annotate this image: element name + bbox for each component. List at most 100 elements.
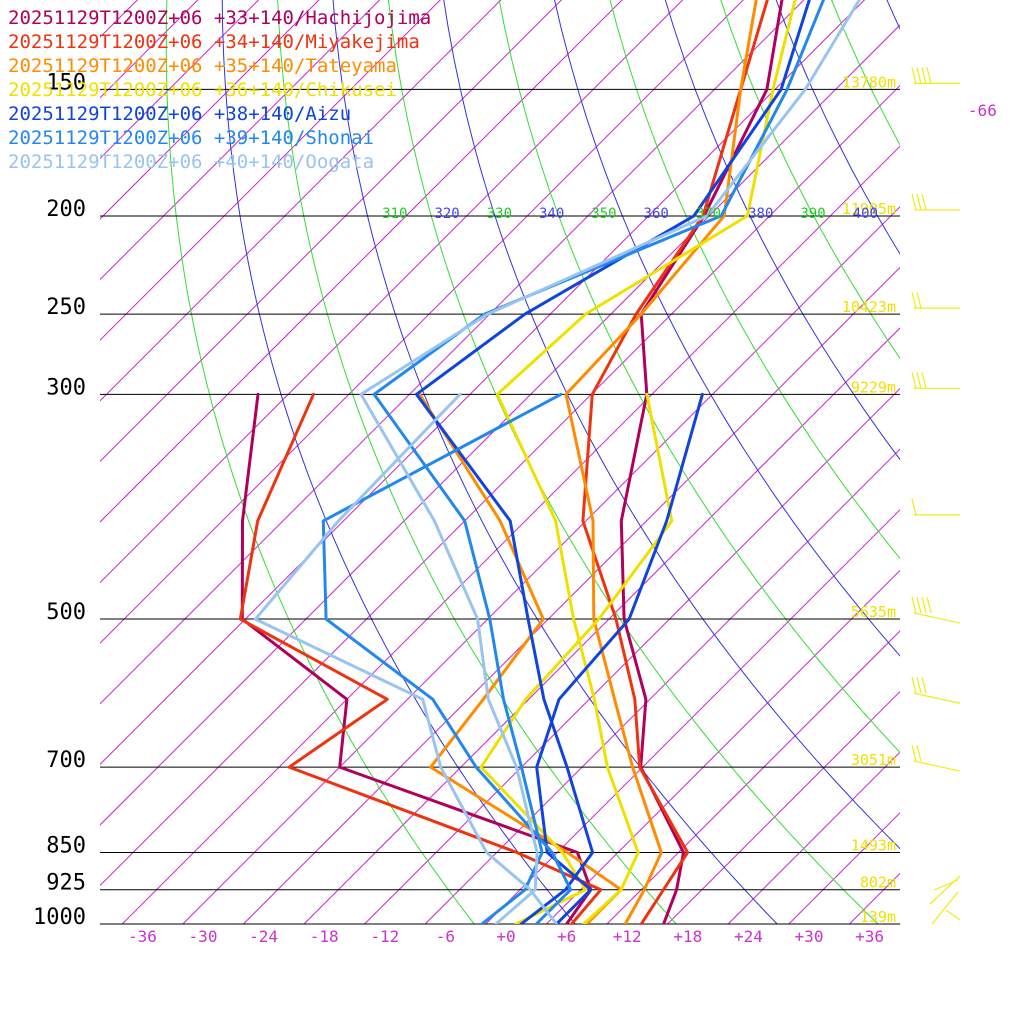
- temperature-line-5: [415, 0, 811, 924]
- wind-barb-flag: [916, 596, 922, 614]
- wind-barb-flag: [926, 596, 932, 614]
- chart-labels: 100150200250300500700850925100016278m137…: [33, 70, 997, 946]
- wind-barb-icon: [911, 372, 960, 389]
- pressure-label: 500: [46, 600, 86, 625]
- dewpoint-line-4: [479, 392, 674, 924]
- x-tick-label: +18: [673, 927, 702, 946]
- wind-barb-shaft: [933, 879, 959, 891]
- theta-label: 390: [800, 206, 825, 222]
- x-tick-label: -24: [249, 927, 278, 946]
- wind-barb-flag: [921, 67, 927, 84]
- x-tick-label: -12: [370, 927, 399, 946]
- dry-adiabat-line: [221, 0, 576, 924]
- height-label: 11905m: [842, 200, 896, 218]
- dry-adiabat-line: [443, 0, 900, 850]
- temperature-line-6: [372, 0, 825, 924]
- wind-barb-shaft: [913, 760, 961, 772]
- sounding-profiles: [238, 0, 862, 924]
- wind-barbs: [911, 67, 961, 925]
- isotherm-line: [788, 812, 900, 924]
- wind-barb-flag: [926, 67, 932, 84]
- wind-barb-flag: [916, 67, 922, 84]
- wind-barb-icon: [911, 67, 960, 84]
- legend-entry: 20251129T1200Z+06 +35+140/Tateyama: [8, 55, 397, 77]
- dewpoint-line-3: [418, 392, 623, 924]
- dry-adiabat-line: [498, 0, 900, 754]
- wind-barb-flag: [916, 372, 922, 389]
- wind-barb-shaft: [931, 891, 959, 925]
- dry-adiabat-line: [165, 0, 475, 924]
- isotherm-line: [485, 509, 900, 924]
- isotherm-line: [303, 327, 900, 924]
- dry-adiabat-line: [720, 0, 900, 360]
- isotherm-line: [100, 0, 866, 766]
- isotherm-line: [100, 0, 805, 705]
- theta-label: 400: [853, 206, 878, 222]
- isotherm-line: [971, 0, 1024, 924]
- temperature-line-4: [495, 0, 797, 924]
- isotherm-line: [546, 569, 900, 924]
- wind-barb-flag: [911, 744, 917, 762]
- height-label: 3051m: [851, 751, 896, 769]
- isotherm-line: [849, 872, 900, 924]
- theta-label: 310: [382, 206, 407, 222]
- wind-barb-flag: [911, 372, 917, 389]
- isotherm-line: [100, 84, 900, 887]
- isotherm-label: -66: [968, 101, 997, 120]
- wind-barb-flag: [916, 291, 922, 309]
- wind-barb-shaft: [913, 612, 961, 624]
- wind-barb-flag: [916, 744, 922, 762]
- x-tick-label: -18: [310, 927, 339, 946]
- dry-adiabat-line: [609, 0, 900, 560]
- pressure-label: 200: [46, 197, 86, 222]
- dry-adiabat-line: [853, 0, 1024, 924]
- wind-barb-flag: [911, 193, 917, 211]
- wind-barb-flag: [916, 193, 922, 211]
- dry-adiabat-line: [886, 0, 900, 31]
- temperature-line-7: [359, 0, 862, 924]
- wind-barb-flag: [921, 677, 927, 694]
- temperature-line-3: [564, 0, 758, 924]
- height-label: 802m: [860, 874, 896, 892]
- legend-entry: 20251129T1200Z+06 +33+140/Hachijojima: [8, 7, 431, 29]
- theta-label: 330: [487, 206, 512, 222]
- theta-label: 340: [539, 206, 564, 222]
- chart-grid: [100, 0, 1024, 924]
- wind-barb-icon: [911, 498, 960, 516]
- wind-barb-flag: [911, 596, 917, 614]
- dry-adiabat-line: [831, 0, 900, 146]
- x-tick-label: -36: [128, 927, 157, 946]
- isotherm-line: [364, 387, 900, 924]
- chart-legend: 20251129T1200Z+06 +33+140/Hachijojima 202…: [8, 7, 431, 173]
- wind-barb-icon: [911, 291, 960, 309]
- height-label: 10423m: [842, 298, 896, 316]
- wind-barb-icon: [929, 875, 961, 925]
- x-tick-label: -6: [436, 927, 455, 946]
- pressure-label: 250: [46, 295, 86, 320]
- isobar-lines: [100, 88, 900, 925]
- pressure-label: 1000: [33, 905, 86, 930]
- isotherm-line: [100, 0, 502, 402]
- height-label: 1493m: [851, 837, 896, 855]
- pressure-label: 925: [46, 871, 86, 896]
- wind-barb-flag: [921, 596, 927, 614]
- dry-adiabat-line: [664, 0, 900, 461]
- dewpoint-line-7: [253, 392, 558, 924]
- x-tick-label: -30: [189, 927, 218, 946]
- theta-label: 370: [696, 206, 721, 222]
- pressure-label: 850: [46, 834, 86, 859]
- x-tick-label: +12: [613, 927, 642, 946]
- isotherm-line: [100, 0, 623, 523]
- dry-adiabat-line: [332, 0, 778, 924]
- x-tick-label: +0: [496, 927, 515, 946]
- wind-barb-flag: [911, 677, 917, 694]
- wind-barb-flag: [911, 67, 917, 84]
- x-tick-label: +6: [557, 927, 576, 946]
- isotherm-line: [100, 0, 563, 463]
- pressure-label: 150: [46, 70, 86, 95]
- dewpoint-line-5: [535, 392, 704, 924]
- isotherm-line: [182, 206, 900, 924]
- wind-barb-icon: [911, 193, 960, 211]
- wind-barb-icon: [911, 596, 961, 624]
